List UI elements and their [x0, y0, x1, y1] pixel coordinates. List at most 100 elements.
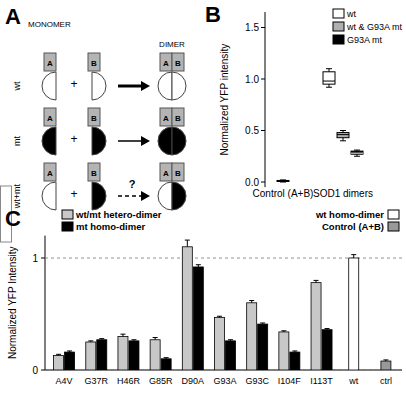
error-cap: [185, 240, 190, 241]
bar: [322, 330, 332, 370]
monomer-tag: [160, 163, 172, 181]
y-tick: [41, 370, 45, 371]
tag-label: B: [175, 114, 181, 123]
y-tick: [261, 79, 265, 80]
tag-label: B: [175, 59, 181, 68]
panel-b: BNormalized YFP intensity0.00.51.01.5Con…: [205, 2, 403, 199]
y-axis: [45, 236, 46, 370]
bar: [97, 340, 107, 370]
monomer-tag: [160, 108, 172, 126]
category-label: ctrl: [380, 376, 392, 386]
error-cap: [249, 300, 254, 301]
legend-swatch: [388, 210, 399, 219]
legend-label: G93A mt: [347, 35, 383, 45]
monomer-body: [42, 72, 56, 100]
tag-label: B: [175, 169, 181, 178]
panel-c: CNormalized YFP Intensity01A4VG37RH46RG8…: [5, 206, 402, 386]
bar: [150, 340, 160, 370]
figure: AMONOMERDIMERwtA+BABmtA+BABwt+mtA+B?ABBN…: [0, 0, 406, 412]
error-cap: [383, 359, 388, 360]
plot-b: [277, 69, 363, 182]
bar: [182, 247, 192, 370]
error-cap: [67, 350, 72, 351]
tag-label: A: [163, 59, 169, 68]
error-cap: [314, 280, 319, 281]
category-label: I113T: [310, 376, 333, 386]
whisker-cap: [354, 150, 360, 151]
error-cap: [228, 339, 233, 340]
arrow: [118, 140, 142, 142]
bar: [226, 341, 236, 370]
error-cap: [351, 254, 356, 255]
y-tick: [261, 27, 265, 28]
box: [277, 180, 289, 181]
median: [337, 134, 349, 135]
legend-swatch: [62, 222, 73, 231]
tick-label: 1: [32, 253, 38, 264]
bar: [215, 317, 225, 370]
category-label: A4V: [56, 376, 73, 386]
monomer-body: [92, 182, 106, 210]
heading: MONOMER: [28, 20, 71, 29]
error-cap: [292, 350, 297, 351]
category-label: I104F: [278, 376, 302, 386]
category-label: Control (A+B): [253, 188, 314, 199]
arrow-head: [141, 191, 150, 201]
error-cap: [196, 264, 201, 265]
category-label: SOD1 dimers: [313, 188, 373, 199]
axis-title: Normalized YFP Intensity: [7, 247, 18, 359]
monomer-tag: [44, 53, 56, 71]
bar: [65, 352, 75, 370]
error-cap: [99, 338, 104, 339]
error-cap: [131, 339, 136, 340]
monomer-tag: [172, 108, 184, 126]
legend-swatch: [62, 210, 73, 219]
panel-label: A: [5, 4, 21, 29]
plot-c: [54, 240, 391, 370]
legend-label: wt/mt hetero-dimer: [75, 209, 162, 220]
plus: +: [70, 132, 77, 146]
category-label: H46R: [117, 376, 141, 386]
tag-label: A: [47, 59, 53, 68]
monomer-body: [172, 127, 186, 155]
error-cap: [217, 316, 222, 317]
bar: [349, 258, 359, 370]
monomer-body: [172, 72, 186, 100]
legend-swatch: [388, 222, 399, 231]
category-label: G85R: [149, 376, 173, 386]
panel-a: AMONOMERDIMERwtA+BABmtA+BABwt+mtA+B?AB: [1, 4, 187, 242]
diagram-row: wtA+BAB: [12, 53, 186, 100]
plus: +: [70, 77, 77, 91]
bar: [381, 361, 391, 370]
monomer-tag: [172, 163, 184, 181]
tag-label: A: [47, 169, 53, 178]
monomer-body: [158, 72, 172, 100]
whisker-cap: [340, 140, 346, 141]
tag-label: A: [163, 169, 169, 178]
heading: DIMER: [159, 40, 185, 49]
tag-label: A: [163, 114, 169, 123]
error-cap: [120, 334, 125, 335]
box: [323, 72, 335, 84]
monomer-body: [158, 127, 172, 155]
error-bar: [353, 255, 354, 258]
median: [323, 81, 335, 82]
whisker-cap: [354, 156, 360, 157]
y-tick: [261, 182, 265, 183]
median: [277, 180, 289, 181]
monomer-body: [158, 182, 172, 210]
arrow: [118, 195, 142, 197]
monomer-tag: [160, 53, 172, 71]
monomer-body: [172, 182, 186, 210]
arrow-head: [141, 136, 150, 146]
error-cap: [260, 322, 265, 323]
median: [351, 153, 363, 154]
tag-label: B: [91, 169, 97, 178]
bar: [279, 332, 289, 370]
tag-label: B: [91, 114, 97, 123]
error-bar: [187, 240, 188, 247]
category-label: G37R: [85, 376, 109, 386]
y-tick: [261, 130, 265, 131]
diagram-row: wt+mtA+B?AB: [12, 163, 186, 210]
category-label: D90A: [182, 376, 205, 386]
